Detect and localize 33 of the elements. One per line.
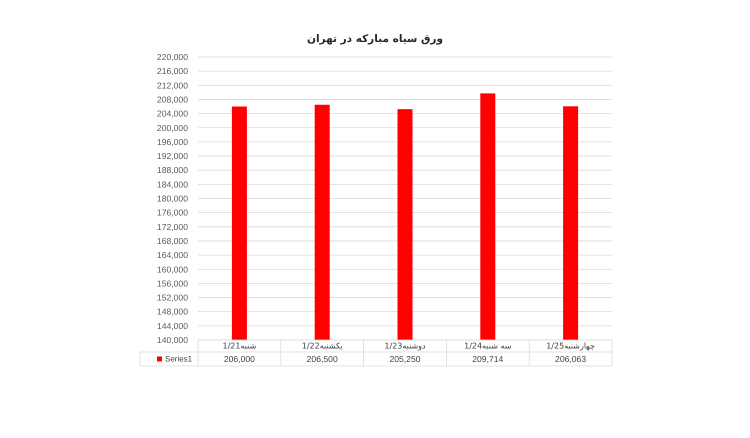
y-tick-label: 212,000 (156, 80, 188, 90)
data-label: 206,063 (555, 354, 586, 364)
x-tick-label: سه شنبه1/24 (464, 342, 512, 350)
y-tick-label: 172,000 (156, 222, 188, 232)
y-tick-label: 204,000 (156, 108, 188, 119)
y-tick-label: 160,000 (156, 264, 188, 274)
x-tick-label: شنبه1/21 (222, 342, 257, 350)
y-tick-label: 156,000 (156, 278, 188, 288)
y-tick-label: 196,000 (156, 136, 188, 147)
data-label: 205,250 (389, 354, 421, 364)
x-tick-label: دوشنبه1/23 (384, 342, 426, 350)
y-tick-label: 164,000 (156, 250, 188, 260)
y-tick-label: 140,000 (156, 335, 188, 345)
data-label: 209,714 (472, 354, 504, 364)
y-tick-label: 148,000 (156, 306, 188, 317)
data-label: 206,500 (306, 354, 338, 364)
y-tick-label: 220,000 (156, 52, 188, 62)
y-tick-label: 184,000 (156, 179, 188, 190)
y-tick-label: 216,000 (156, 66, 188, 76)
legend-label: Series1 (165, 354, 193, 364)
y-tick-label: 168,000 (156, 236, 188, 246)
y-tick-label: 188,000 (156, 165, 188, 176)
y-tick-label: 208,000 (156, 94, 188, 104)
y-tick-label: 176,000 (156, 208, 188, 218)
x-tick-label: یکشنبه1/22 (302, 342, 343, 350)
y-tick-label: 152,000 (156, 292, 188, 303)
chart-title: ورق سیاه مبارکه در تهران (307, 33, 443, 45)
y-tick-label: 200,000 (156, 122, 188, 133)
x-tick-label: چهارشنبه1/25 (546, 342, 596, 350)
y-tick-label: 144,000 (156, 320, 188, 331)
y-tick-label: 180,000 (156, 194, 188, 204)
y-tick-label: 192,000 (156, 151, 188, 162)
data-label: 206,000 (224, 354, 256, 364)
